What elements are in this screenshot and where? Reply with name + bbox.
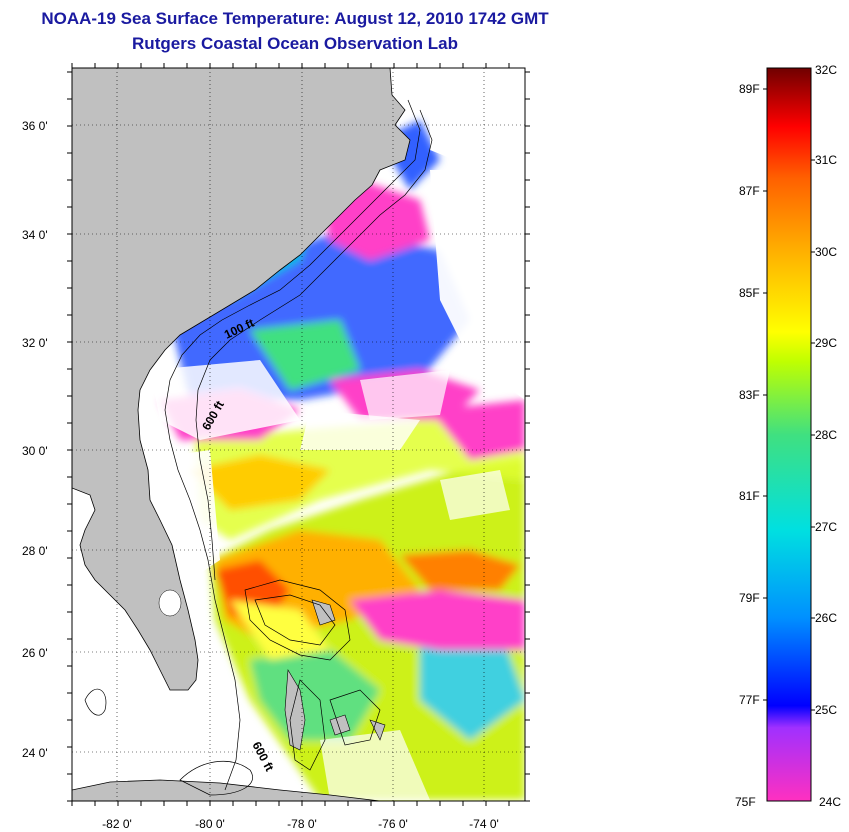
- lat-axis: 36 0' 34 0' 32 0' 30 0' 28 0' 26 0' 24 0…: [22, 119, 48, 760]
- colorbar-f-label: 79F: [739, 591, 760, 605]
- colorbar-f-label: 89F: [739, 82, 760, 96]
- lon-tick-label: -82 0': [102, 817, 132, 831]
- lat-tick-label: 26 0': [22, 646, 48, 660]
- title-block: NOAA-19 Sea Surface Temperature: August …: [0, 6, 590, 56]
- colorbar-f-label: 83F: [739, 388, 760, 402]
- us-mainland-land: [72, 68, 411, 691]
- map-subtitle: Rutgers Coastal Ocean Observation Lab: [132, 34, 458, 53]
- colorbar-f-label: 85F: [739, 286, 760, 300]
- sst-field: 100 ft 600 ft 600 ft: [72, 68, 525, 801]
- axis-ticks: [67, 63, 530, 806]
- lat-tick-label: 32 0': [22, 336, 48, 350]
- lon-tick-label: -78 0': [287, 817, 317, 831]
- colorbar: 32C 31C 30C 29C 28C 27C 26C 25C 24C 89F …: [735, 63, 841, 809]
- colorbar-c-label: 28C: [815, 428, 837, 442]
- plot-frame: [71, 67, 526, 802]
- lon-tick-label: -74 0': [469, 817, 499, 831]
- colorbar-f-label: 87F: [739, 184, 760, 198]
- colorbar-c-label: 24C: [819, 795, 841, 809]
- colorbar-c-label: 31C: [815, 153, 837, 167]
- colorbar-c-label: 25C: [815, 703, 837, 717]
- colorbar-f-label: 77F: [739, 693, 760, 707]
- lat-tick-label: 34 0': [22, 228, 48, 242]
- colorbar-f-label: 81F: [739, 489, 760, 503]
- lon-axis: -82 0' -80 0' -78 0' -76 0' -74 0': [102, 817, 499, 831]
- lat-tick-label: 28 0': [22, 544, 48, 558]
- colorbar-c-label: 27C: [815, 520, 837, 534]
- lon-tick-label: -76 0': [378, 817, 408, 831]
- lat-tick-label: 36 0': [22, 119, 48, 133]
- lat-tick-label: 24 0': [22, 746, 48, 760]
- colorbar-c-label: 26C: [815, 611, 837, 625]
- colorbar-c-label: 30C: [815, 245, 837, 259]
- lat-tick-label: 30 0': [22, 444, 48, 458]
- map-title: NOAA-19 Sea Surface Temperature: August …: [41, 9, 549, 28]
- colorbar-c-label: 29C: [815, 336, 837, 350]
- colorbar-gradient: [766, 67, 812, 802]
- colorbar-f-label: 75F: [735, 795, 756, 809]
- lon-tick-label: -80 0': [195, 817, 225, 831]
- colorbar-c-label: 32C: [815, 63, 837, 77]
- cuba-land: [72, 779, 381, 801]
